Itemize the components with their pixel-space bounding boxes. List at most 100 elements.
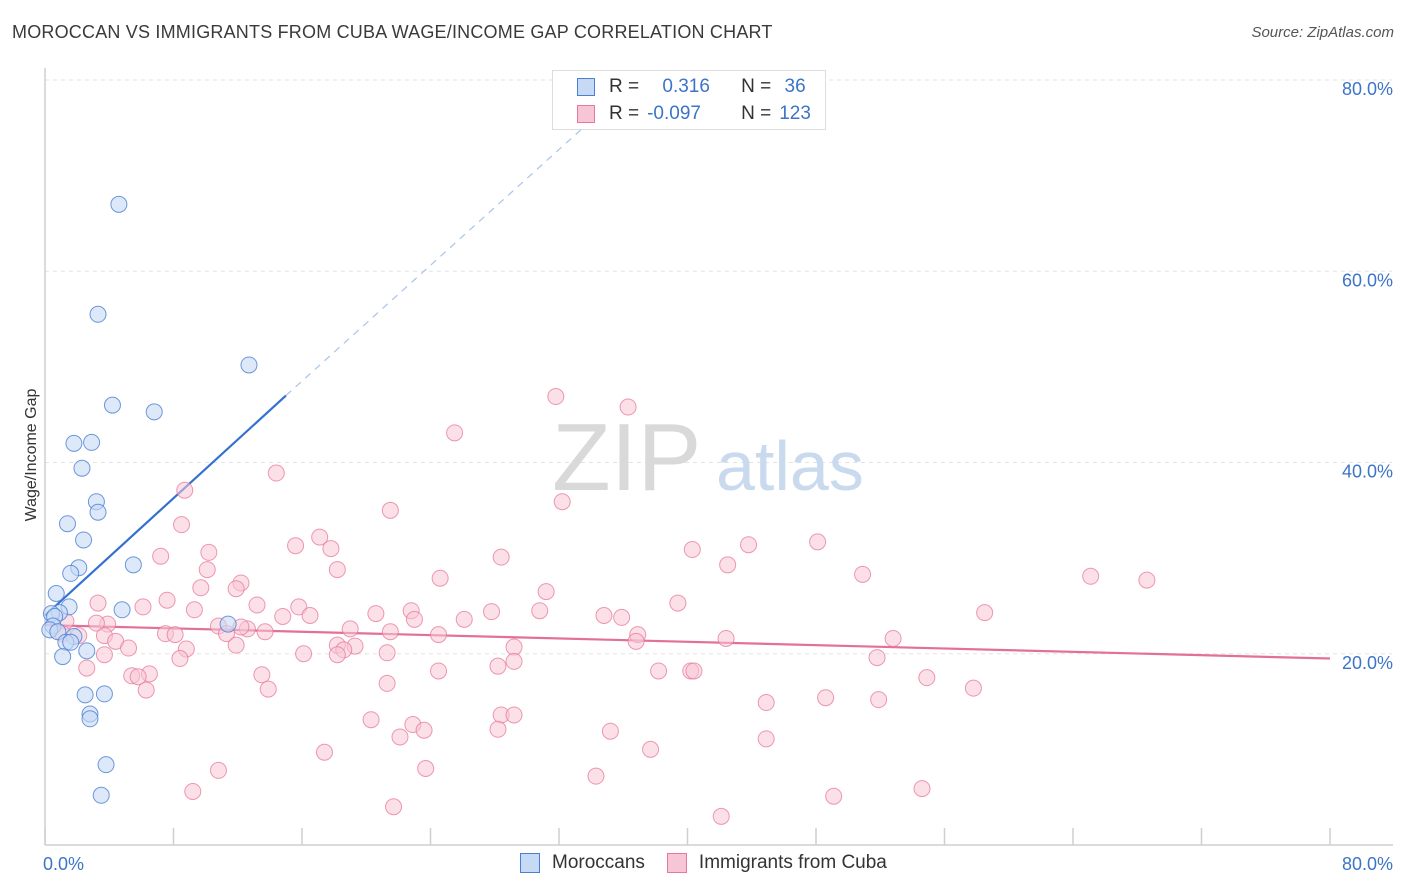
moroccan-point (92, 786, 110, 804)
cuba-point (248, 596, 266, 614)
cuba-point (868, 649, 886, 667)
watermark-zip: ZIP (552, 404, 701, 511)
legend-n-label: N = (741, 103, 772, 124)
watermark: ZIP atlas (552, 404, 864, 511)
cuba-point (547, 388, 565, 406)
moroccan-point (124, 556, 142, 574)
cuba-point (185, 601, 203, 619)
cuba-point (757, 730, 775, 748)
legend-r-value: 0.316 (657, 76, 710, 97)
cuba-point (152, 547, 170, 565)
cuba-point (685, 662, 703, 680)
moroccan-point (62, 564, 80, 582)
cuba-point (854, 565, 872, 583)
cuba-point (817, 689, 835, 707)
x-tick-label: 0.0% (43, 854, 84, 874)
legend-swatch-moroccans (520, 853, 540, 873)
moroccan-point (110, 195, 128, 213)
cuba-point (505, 706, 523, 724)
cuba-point (192, 579, 210, 597)
cuba-point (627, 632, 645, 650)
cuba-point (385, 798, 403, 816)
cuba-point (362, 711, 380, 729)
moroccan-point (54, 648, 72, 666)
moroccan-point (97, 756, 115, 774)
cuba-point (483, 603, 501, 621)
y-tick-label: 20.0% (1342, 653, 1393, 673)
cuba-point (328, 646, 346, 664)
moroccan-trend-line (44, 394, 287, 617)
moroccan-point (240, 356, 258, 374)
moroccan-point (95, 685, 113, 703)
cuba-point (287, 537, 305, 555)
chart-source: Source: ZipAtlas.com (1251, 24, 1394, 41)
cuba-point (884, 629, 902, 647)
cuba-point (587, 767, 605, 785)
y-tick-label: 60.0% (1342, 270, 1393, 290)
cuba-point (227, 636, 245, 654)
cuba-point (430, 662, 448, 680)
moroccan-point (76, 686, 94, 704)
cuba-point (740, 536, 758, 554)
cuba-point (537, 583, 555, 601)
moroccan-point (89, 503, 107, 521)
cuba-point (492, 548, 510, 566)
cuba-point (505, 638, 523, 656)
cuba-point (295, 645, 313, 663)
cuba-point (719, 556, 737, 574)
cuba-point (274, 607, 292, 625)
cuba-point (253, 666, 271, 684)
legend-label-moroccans: Moroccans (552, 852, 645, 873)
legend-row-moroccans: R = 0.316 N = 36 (577, 75, 806, 99)
cuba-point (381, 501, 399, 519)
cuba-point (367, 605, 385, 623)
cuba-point (405, 610, 423, 628)
cuba-point (315, 743, 333, 761)
cuba-point (717, 629, 735, 647)
legend-n-label: N = (741, 76, 772, 97)
cuba-point (613, 608, 631, 626)
moroccan-point (89, 305, 107, 323)
cuba-point (531, 602, 549, 620)
cuba-point (171, 650, 189, 668)
moroccan-point (103, 396, 121, 414)
y-tick-label: 80.0% (1342, 79, 1393, 99)
cuba-point (417, 760, 435, 777)
cuba-point (173, 516, 191, 534)
cuba-point (825, 787, 843, 805)
cuba-point (505, 652, 523, 670)
legend-n-value: 36 (779, 76, 806, 97)
cuba-point (198, 561, 216, 579)
cuba-point (311, 528, 329, 546)
cuba-point (619, 398, 637, 416)
cuba-point (78, 659, 96, 677)
cuba-point (595, 607, 613, 624)
moroccan-point (58, 515, 76, 533)
cuba-point (137, 681, 155, 699)
cuba-point (200, 543, 218, 561)
cuba-point (328, 561, 346, 579)
moroccan-point (219, 615, 237, 633)
cuba-point (415, 721, 433, 739)
x-tick-label: 80.0% (1342, 854, 1393, 874)
cuba-point (256, 623, 274, 641)
cuba-point (322, 540, 340, 558)
moroccan-point (73, 459, 91, 477)
axes (44, 68, 1393, 846)
cuba-point (809, 533, 827, 551)
chart-title: MOROCCAN VS IMMIGRANTS FROM CUBA WAGE/IN… (12, 22, 773, 42)
cuba-point (120, 639, 138, 657)
legend-r-label: R = (609, 103, 640, 124)
cuba-point (378, 644, 396, 662)
correlation-legend: R = 0.316 N = 36 R = -0.097 N = 123 (552, 70, 826, 130)
cuba-point (89, 594, 107, 612)
cuba-point (158, 591, 176, 609)
cuba-point (176, 481, 194, 499)
cuba-point (757, 694, 775, 712)
cuba-point (430, 626, 448, 644)
watermark-atlas: atlas (716, 427, 864, 505)
legend-item-moroccans[interactable]: Moroccans (520, 852, 645, 874)
legend-item-cuba[interactable]: Immigrants from Cuba (666, 852, 887, 874)
moroccan-point (78, 642, 96, 660)
